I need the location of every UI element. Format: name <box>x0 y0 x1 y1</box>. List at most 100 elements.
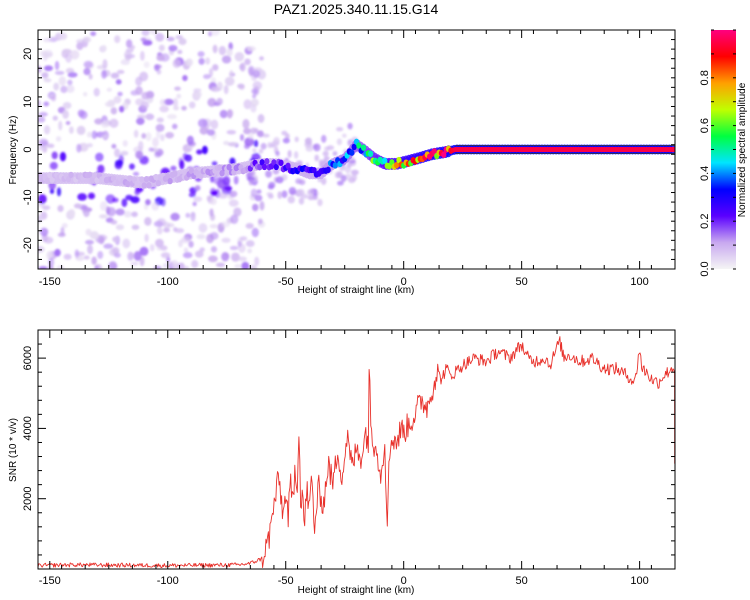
ridge-core <box>141 182 147 189</box>
heatmap-cell <box>111 143 117 149</box>
x-tick-label: 100 <box>630 276 648 288</box>
heatmap-cell <box>293 151 299 159</box>
heatmap-cell <box>218 45 227 56</box>
heatmap-cell <box>222 175 231 186</box>
heatmap-cell <box>322 150 329 157</box>
colorbar-tick-label: 0.6 <box>699 118 711 133</box>
heatmap-cell <box>83 60 94 69</box>
heatmap-cell <box>242 118 250 129</box>
heatmap-cell <box>210 119 219 130</box>
heatmap-cell <box>310 195 319 200</box>
heatmap-cell <box>114 35 121 44</box>
heatmap-cell <box>63 253 72 260</box>
ridge-core <box>226 164 232 171</box>
heatmap-cell <box>183 247 189 253</box>
ridge-core <box>431 148 437 155</box>
heatmap-cell <box>212 44 218 54</box>
heatmap-cell <box>209 197 217 205</box>
heatmap-cell <box>38 116 46 123</box>
heatmap-cell <box>115 224 125 231</box>
heatmap-cell <box>174 228 185 234</box>
heatmap-cell <box>55 136 62 142</box>
heatmap-cell <box>252 203 259 212</box>
heatmap-cell <box>142 39 153 46</box>
heatmap-cell <box>98 214 108 219</box>
heatmap-cell <box>58 76 67 86</box>
snr-y-ticks: 2000 4000 6000 <box>22 329 675 556</box>
heatmap-cell <box>297 188 305 197</box>
heatmap-cell <box>167 114 177 120</box>
heatmap-cell <box>250 98 259 107</box>
snr-x-axis-title: Height of straight line (km) <box>298 585 415 596</box>
heatmap-cell <box>337 180 344 186</box>
heatmap-cell <box>321 134 327 143</box>
y-tick-label: -10 <box>22 189 34 205</box>
heatmap-cell <box>155 238 164 248</box>
ridge-core <box>198 172 204 180</box>
ridge-core <box>165 173 171 180</box>
y-tick-label: 0 <box>22 146 34 152</box>
heatmap-cell <box>174 86 181 91</box>
heatmap-cell <box>65 121 71 126</box>
heatmap-cell <box>172 97 179 108</box>
heatmap-cell <box>239 64 244 70</box>
heatmap-cell <box>155 124 165 132</box>
heatmap-cell <box>245 240 255 248</box>
heatmap-cell <box>223 140 230 146</box>
heatmap-cell <box>185 58 193 67</box>
heatmap-cell <box>262 133 270 138</box>
heatmap-cell <box>159 105 169 113</box>
heatmap-cell <box>54 248 61 257</box>
heatmap-cell <box>60 226 65 236</box>
heatmap-cell <box>76 125 86 136</box>
heatmap-cell <box>114 148 121 158</box>
ridge-core <box>394 161 400 169</box>
ridge-core <box>125 180 131 188</box>
heatmap-cell <box>238 85 245 90</box>
snr-y-axis-title: SNR (10 * v/v) <box>8 418 19 482</box>
y-tick-label: 2000 <box>22 486 34 510</box>
heatmap-cell <box>244 143 250 150</box>
heatmap-cell <box>210 30 220 36</box>
heatmap-cell <box>201 145 208 155</box>
heatmap-cell <box>218 175 224 183</box>
x-tick-label: -150 <box>39 575 61 587</box>
ridge-core <box>146 182 152 189</box>
heatmap-cell <box>125 194 133 201</box>
heatmap-cell <box>135 150 144 160</box>
heatmap-cell <box>48 257 55 268</box>
heatmap-cell <box>83 67 91 76</box>
heatmap-cell <box>176 93 182 99</box>
heatmap-cell <box>254 256 260 267</box>
heatmap-cell <box>184 154 193 162</box>
heatmap-cell <box>221 237 231 243</box>
heatmap-cell <box>101 44 107 52</box>
heatmap-cell <box>186 135 194 146</box>
ridge-core <box>127 175 133 182</box>
heatmap-cell <box>195 91 203 98</box>
heatmap-cell <box>321 177 327 186</box>
heatmap-cell <box>230 214 239 224</box>
heatmap-cell <box>159 245 168 251</box>
heatmap-cell <box>210 86 221 92</box>
heatmap-cell <box>44 65 53 72</box>
heatmap-cell <box>46 250 53 260</box>
heatmap-cell <box>94 118 104 125</box>
ridge-core <box>264 158 270 165</box>
heatmap-cell <box>112 247 120 255</box>
heatmap-cell <box>170 165 177 171</box>
heatmap-cell <box>82 91 88 97</box>
heatmap-cell <box>40 227 49 237</box>
heatmap-cell <box>252 80 263 91</box>
heatmap-cell <box>326 145 335 151</box>
heatmap-cell <box>139 246 149 256</box>
ridge-core <box>285 162 291 170</box>
heatmap-cell <box>211 161 218 166</box>
heatmap-cell <box>113 95 122 104</box>
heatmap-cell <box>248 264 258 269</box>
heatmap-cell <box>38 138 49 147</box>
heatmap-cell <box>109 118 119 128</box>
heatmap-cell <box>239 236 248 241</box>
heatmap-cell <box>98 236 105 245</box>
heatmap-cell <box>73 203 82 209</box>
